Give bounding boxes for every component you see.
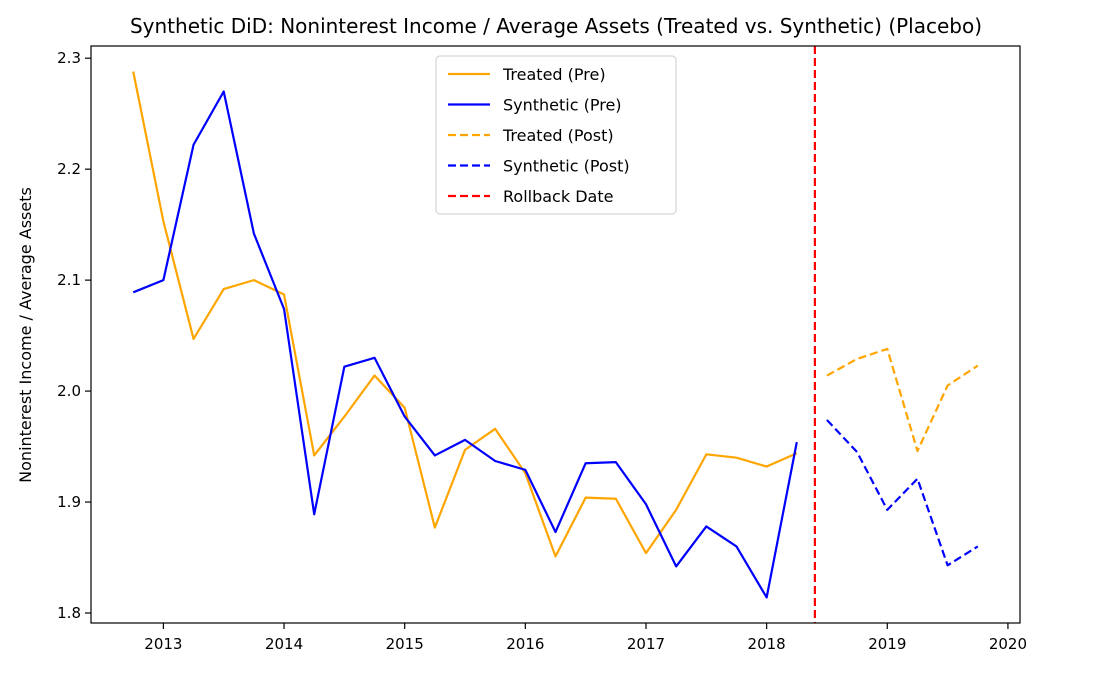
series-line-treated-post xyxy=(826,347,979,453)
x-tick-label: 2017 xyxy=(627,635,665,653)
legend-label: Treated (Post) xyxy=(502,126,614,145)
legend-box xyxy=(435,55,677,215)
series-group xyxy=(132,71,979,599)
plot-frame xyxy=(90,45,1021,624)
x-tick-label: 2013 xyxy=(144,635,182,653)
x-tick-label: 2020 xyxy=(989,635,1027,653)
series-line-treated-pre xyxy=(132,71,798,558)
legend-label: Synthetic (Post) xyxy=(503,157,630,176)
y-axis-label: Noninterest Income / Average Assets xyxy=(16,187,35,483)
legend: Treated (Pre) Synthetic (Pre) Treated (Pos… xyxy=(435,55,677,215)
plot-area: 2013 2014 2015 2016 2017 2018 2019 2020 1.8 1.9 2.… xyxy=(57,45,1027,653)
y-tick-label: 2.1 xyxy=(57,271,81,289)
legend-label: Treated (Pre) xyxy=(502,65,606,84)
y-tick-label: 2.0 xyxy=(57,382,81,400)
x-tick-label: 2015 xyxy=(386,635,424,653)
x-tick-label: 2016 xyxy=(506,635,544,653)
y-tick-label: 2.2 xyxy=(57,160,81,178)
y-tick-label: 1.8 xyxy=(57,604,81,622)
x-tick-label: 2014 xyxy=(265,635,303,653)
x-tick-label: 2019 xyxy=(868,635,906,653)
series-line-synthetic-post xyxy=(826,419,979,567)
chart-title: Synthetic DiD: Noninterest Income / Aver… xyxy=(130,14,982,38)
y-tick-label: 1.9 xyxy=(57,493,81,511)
x-tick-label: 2018 xyxy=(748,635,786,653)
legend-label: Synthetic (Pre) xyxy=(503,96,622,115)
legend-label: Rollback Date xyxy=(503,187,613,206)
series-line-synthetic-pre xyxy=(132,90,798,599)
y-tick-label: 2.3 xyxy=(57,49,81,67)
